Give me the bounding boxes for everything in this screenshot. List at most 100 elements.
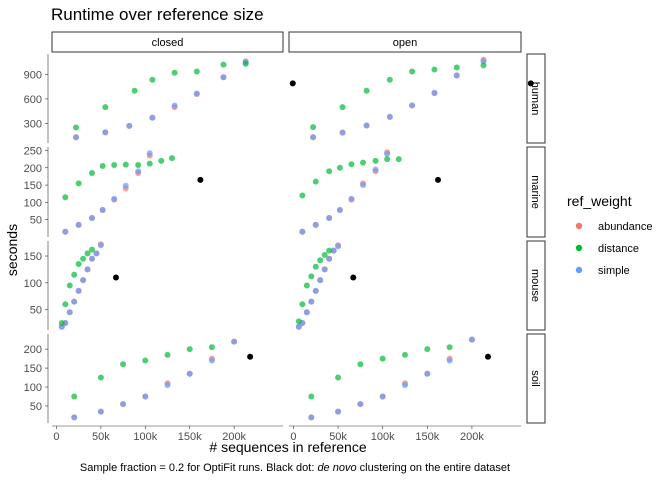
point-distance	[446, 344, 453, 351]
point-simple	[308, 414, 315, 421]
point-simple	[409, 102, 416, 109]
point-distance	[360, 159, 367, 166]
point-simple	[299, 228, 306, 235]
point-distance	[336, 164, 343, 171]
point-simple	[379, 393, 386, 400]
point-distance	[312, 263, 319, 270]
point-simple	[149, 114, 156, 121]
y-tick-label: 50	[30, 401, 42, 413]
caption-part: de novo	[317, 462, 356, 474]
facet-strip-human	[526, 53, 546, 144]
point-distance	[111, 162, 118, 168]
facet-label-open: open	[393, 37, 417, 49]
panel-open-marine	[299, 149, 442, 235]
y-tick-label: 250	[24, 145, 42, 157]
point-simple	[164, 382, 171, 389]
point-distance	[308, 273, 315, 280]
y-axis-label: seconds	[4, 224, 20, 276]
point-distance	[453, 64, 460, 71]
point-distance	[102, 104, 109, 111]
point-simple	[102, 129, 109, 136]
point-distance	[131, 87, 138, 94]
point-distance	[431, 66, 438, 73]
point-distance	[480, 62, 487, 69]
point-distance	[122, 161, 129, 168]
y-tick-label: 600	[24, 94, 42, 106]
point-simple	[372, 166, 379, 173]
point-distance	[71, 271, 78, 278]
point-simple	[75, 221, 82, 228]
point-distance	[88, 169, 95, 176]
point-simple	[97, 242, 104, 249]
point-distance	[62, 194, 69, 201]
panel-open-human	[310, 56, 534, 141]
facet-label-human: human	[529, 82, 541, 116]
y-tick-label: 200	[24, 344, 42, 356]
point-simple	[120, 401, 127, 408]
point-simple	[66, 309, 73, 316]
point-distance	[75, 180, 82, 187]
point-simple	[220, 74, 227, 81]
point-simple	[99, 207, 106, 213]
y-tick-label: 900	[24, 69, 42, 81]
point-simple	[310, 134, 317, 141]
point-simple	[193, 90, 200, 97]
point-distance	[62, 301, 69, 308]
point-distance	[424, 346, 431, 353]
point-distance	[326, 168, 333, 175]
point-simple	[363, 122, 370, 129]
point-distance	[164, 351, 171, 358]
point-simple	[386, 113, 393, 120]
panel-closed-human	[72, 58, 296, 141]
point-simple	[431, 89, 438, 96]
point-simple	[97, 408, 104, 415]
point-simple	[93, 250, 100, 257]
point-distance	[299, 301, 306, 308]
point-distance	[149, 76, 156, 83]
point-simple	[171, 102, 178, 109]
point-distance	[146, 160, 153, 167]
point-simple	[468, 336, 475, 343]
y-tick-label: 100	[24, 197, 42, 209]
legend-title: ref_weight	[567, 193, 632, 209]
point-distance	[395, 156, 402, 163]
point-distance	[135, 162, 142, 168]
y-tick-label: 150	[24, 363, 42, 375]
point-de-novo	[289, 80, 296, 87]
point-distance	[312, 178, 319, 185]
point-distance	[75, 261, 82, 268]
panel-open-mouse	[295, 242, 357, 330]
point-simple	[348, 195, 355, 202]
y-tick-label: 100	[24, 382, 42, 394]
y-tick-label: 100	[24, 278, 42, 290]
point-simple	[231, 338, 238, 345]
point-distance	[409, 68, 416, 75]
point-simple	[384, 150, 391, 157]
facet-strip-mouse	[526, 240, 546, 331]
point-simple	[146, 150, 153, 157]
point-de-novo	[197, 176, 204, 183]
facet-strip-closed	[51, 31, 284, 53]
facet-strip-open	[288, 31, 522, 53]
point-simple	[303, 309, 310, 316]
facet-label-soil: soil	[529, 370, 541, 387]
point-distance	[66, 282, 73, 289]
point-distance	[299, 192, 306, 199]
point-distance	[295, 318, 302, 325]
x-tick-label: 100k	[133, 431, 157, 443]
point-de-novo	[112, 274, 119, 281]
point-simple	[326, 255, 333, 262]
point-distance	[363, 87, 370, 94]
plot-area: closed open human 300 600 900 marine 50 100 150 20…	[24, 31, 546, 443]
point-distance	[158, 157, 165, 164]
point-simple	[402, 382, 408, 389]
point-distance	[80, 255, 87, 262]
y-tick-label: 50	[30, 305, 42, 317]
point-distance	[120, 361, 127, 368]
point-simple	[295, 323, 302, 330]
y-tick-label: 300	[24, 118, 42, 130]
point-simple	[88, 214, 95, 221]
point-distance	[186, 346, 193, 353]
point-simple	[135, 168, 142, 175]
point-simple	[326, 214, 333, 221]
